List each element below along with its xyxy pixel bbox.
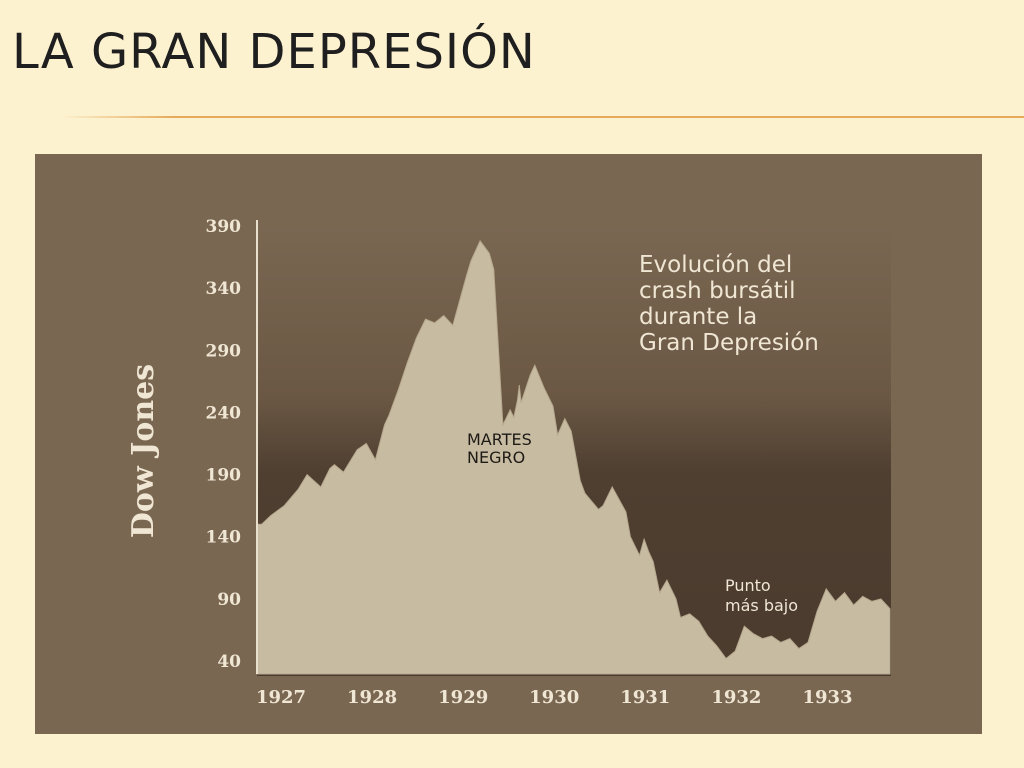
chart-title: Evolución del crash bursátil durante la … [639,252,819,356]
x-tick-label: 1930 [529,687,579,708]
annotation-line: MARTES [467,430,532,449]
dow-jones-area [256,239,891,675]
annotation-line: más bajo [725,596,798,615]
x-tick-label: 1928 [347,687,397,708]
x-tick-label: 1931 [620,687,670,708]
x-tick-label: 1932 [711,687,761,708]
x-tick-label: 1929 [438,687,488,708]
annotation-line: NEGRO [467,448,525,467]
x-tick-label: 1927 [256,687,306,708]
y-tick-label: 290 [206,341,242,361]
slide-title: LA GRAN DEPRESIÓN [12,24,536,80]
title-underline [60,116,1024,118]
chart-title-line: Gran Depresión [639,330,819,356]
y-tick-label: 190 [206,466,242,486]
annotation-martes-negro: MARTES NEGRO [467,430,537,467]
y-tick-label: 340 [206,279,242,299]
y-tick-label: 90 [217,590,241,610]
dow-jones-chart: 390 340 290 240 190 140 90 40 1927 1928 1929 1930 1… [35,154,982,734]
y-tick-label: 390 [206,217,242,237]
chart-title-line: durante la [639,304,757,330]
y-tick-label: 240 [206,403,242,423]
annotation-punto-mas-bajo: Punto más bajo [725,576,798,615]
annotation-line: Punto [725,576,771,595]
y-axis-label: Dow Jones [126,364,161,538]
y-tick-label: 40 [217,652,241,672]
chart-panel: 390 340 290 240 190 140 90 40 1927 1928 1929 1930 1… [35,154,982,734]
chart-title-line: crash bursátil [639,278,796,304]
x-tick-label: 1933 [802,687,852,708]
y-tick-label: 140 [206,528,242,548]
chart-title-line: Evolución del [639,252,792,278]
